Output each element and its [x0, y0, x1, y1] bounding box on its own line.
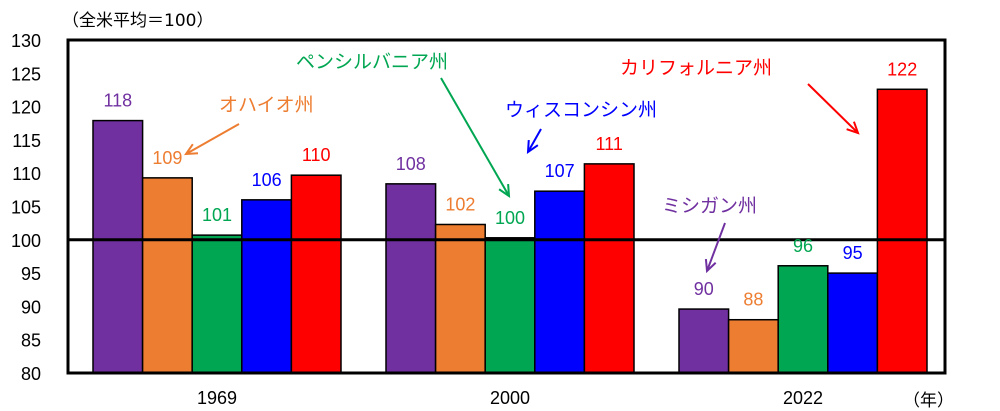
annotation-arrow-head: [704, 258, 717, 274]
y-unit-label: （全米平均＝100）: [62, 11, 213, 31]
bar: [727, 318, 779, 374]
bar: [583, 163, 635, 374]
bar: [534, 190, 586, 374]
data-label: 118: [103, 91, 132, 111]
x-unit-label: （年）: [903, 391, 954, 411]
y-axis-ticks: 80 85 90 95 100 105 110 115 120 125 130: [11, 31, 41, 384]
data-labels: 118 108 90 109 102 88 101 100 96 106 107 95 110 111 12…: [103, 59, 917, 309]
bar: [141, 177, 193, 374]
data-label: 106: [252, 170, 282, 190]
y-tick-label: 95: [21, 264, 41, 284]
annotation-arrow-line: [807, 83, 859, 134]
bar: [434, 223, 486, 374]
y-tick-label: 80: [21, 364, 41, 384]
data-label: 107: [545, 161, 575, 181]
data-label: 102: [445, 194, 475, 214]
y-tick-label: 100: [11, 231, 41, 251]
annotation-arrow-line: [440, 77, 510, 197]
y-tick-label: 120: [11, 98, 41, 118]
data-label: 108: [396, 154, 426, 174]
annotation-arrow-head: [183, 143, 199, 156]
data-label: 88: [743, 290, 763, 310]
data-label: 122: [887, 59, 917, 79]
annotation-label: ペンシルバニア州: [296, 51, 448, 73]
bar: [241, 199, 293, 374]
annotation-arrow-head: [498, 183, 511, 198]
bar: [191, 234, 243, 374]
data-label: 90: [694, 279, 714, 299]
x-axis-categories: 1969 2000 2022: [197, 388, 823, 408]
annotation-arrow-line: [706, 222, 726, 272]
x-category-label: 1969: [197, 388, 237, 408]
y-tick-label: 125: [11, 64, 41, 84]
bar: [92, 119, 144, 374]
annotation-arrow-head: [846, 121, 860, 135]
bar: [484, 237, 536, 374]
plot-frame: [66, 38, 947, 375]
annotation-arrow-line: [527, 128, 542, 153]
data-label: 109: [152, 148, 182, 168]
bar: [290, 174, 342, 374]
bars: [92, 88, 928, 374]
annotation-arrow-line: [185, 123, 240, 155]
data-label: 96: [793, 236, 813, 256]
data-label: 110: [302, 145, 331, 165]
bar: [876, 88, 928, 374]
x-category-label: 2022: [783, 388, 823, 408]
annotation-label: ウィスコンシン州: [505, 99, 657, 121]
bar: [385, 183, 437, 374]
bar: [678, 308, 730, 374]
y-tick-label: 115: [12, 131, 41, 151]
data-label: 100: [495, 208, 525, 228]
annotation-label: カリフォルニア州: [620, 57, 772, 79]
y-tick-label: 85: [21, 331, 41, 351]
y-tick-label: 90: [21, 297, 41, 317]
bar: [777, 265, 829, 374]
y-tick-label: 110: [12, 164, 41, 184]
bar: [827, 272, 879, 374]
x-category-label: 2000: [490, 388, 530, 408]
y-tick-label: 105: [11, 198, 41, 218]
annotation-arrow-head: [526, 139, 539, 155]
data-label: 95: [843, 243, 863, 263]
y-tick-label: 130: [11, 31, 41, 51]
annotation-label: オハイオ州: [219, 94, 314, 116]
data-label: 111: [596, 134, 623, 154]
data-label: 101: [202, 205, 232, 225]
annotation-label: ミシガン州: [662, 195, 757, 217]
